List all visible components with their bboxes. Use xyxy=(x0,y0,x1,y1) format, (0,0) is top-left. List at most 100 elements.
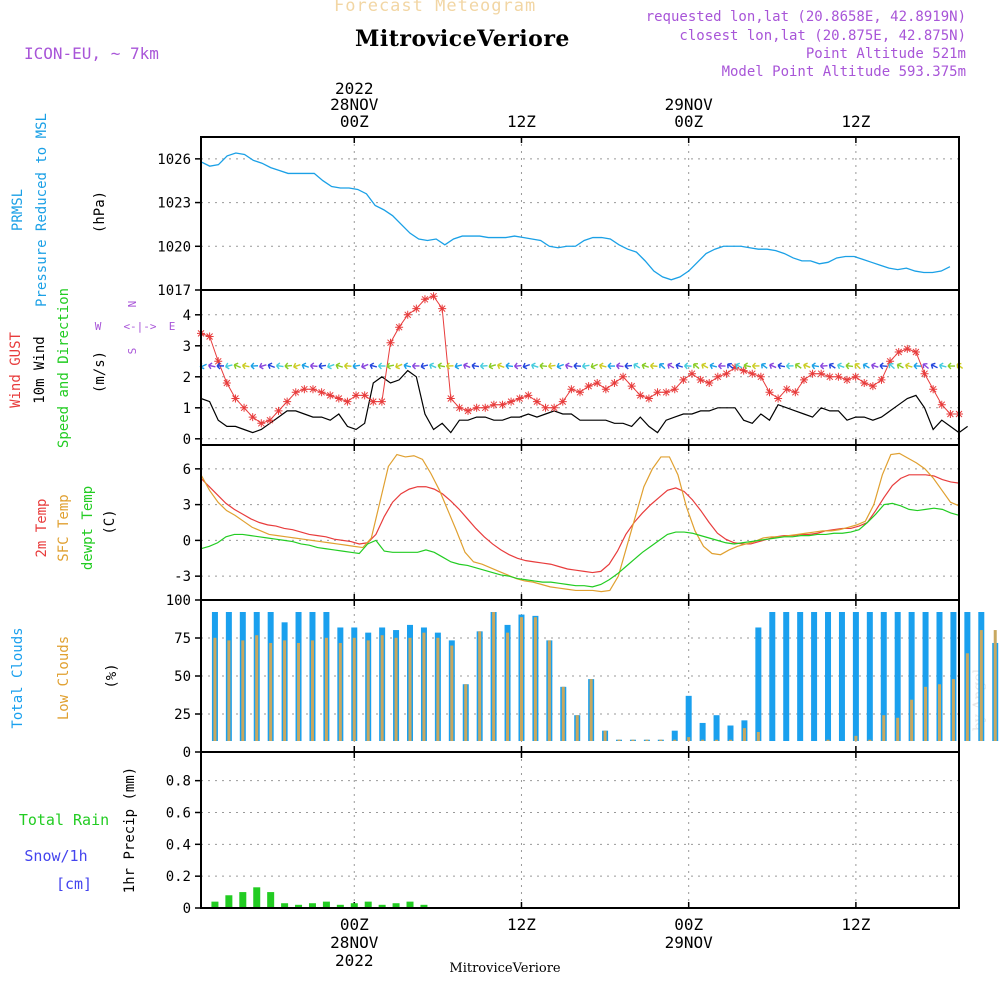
wind-direction-arrow xyxy=(905,362,913,370)
y-tick-label: 0 xyxy=(183,901,191,917)
wind-direction-arrow xyxy=(659,363,666,370)
gust-marker xyxy=(550,403,559,412)
arrow-shape xyxy=(318,362,327,370)
wind-direction-arrow xyxy=(675,362,684,370)
y-tick-label: 3 xyxy=(183,339,191,355)
gust-marker xyxy=(231,394,240,403)
gust-marker xyxy=(240,403,249,412)
arrow-shape xyxy=(828,362,836,369)
low-cloud-bar xyxy=(533,617,537,741)
bottom-year-label: 2022 xyxy=(335,951,374,970)
low-cloud-bar xyxy=(450,645,454,741)
arrow-shape xyxy=(854,363,861,370)
model-point-altitude: Model Point Altitude 593.375m xyxy=(721,64,966,80)
total-cloud-bar xyxy=(797,612,804,741)
arrow-shape xyxy=(709,362,718,370)
wind-side-label: 10m Wind xyxy=(32,336,48,403)
rain-bar xyxy=(308,903,316,908)
arrow-shape xyxy=(301,362,310,370)
arrow-shape xyxy=(377,362,386,370)
wind-direction-arrow xyxy=(649,362,658,370)
model-label: ICON-EU, ~ 7km xyxy=(24,44,159,63)
rain-side-label: Total Rain xyxy=(19,811,109,829)
gust-marker xyxy=(834,372,843,381)
low-cloud-bar xyxy=(283,640,287,741)
gust-marker xyxy=(334,394,343,403)
wind-direction-arrow xyxy=(547,362,556,370)
total-cloud-bar xyxy=(671,730,678,741)
gust-marker xyxy=(532,397,541,406)
compass-south: S xyxy=(126,348,139,355)
total-cloud-bar xyxy=(950,612,957,741)
wind-direction-arrow xyxy=(683,362,692,370)
arrow-shape xyxy=(386,362,395,370)
wind-direction-arrow xyxy=(709,362,718,370)
temp-ylabel: (C) xyxy=(102,509,118,534)
gust-marker xyxy=(653,388,662,397)
arrow-shape xyxy=(667,362,675,369)
y-tick-label: 50 xyxy=(174,669,191,685)
gust-marker xyxy=(705,379,714,387)
gust-marker xyxy=(205,332,214,341)
wind-direction-arrow xyxy=(590,362,598,370)
low-cloud-bar xyxy=(464,684,468,741)
rain-bar xyxy=(364,901,372,908)
low-cloud-bar xyxy=(924,686,928,741)
arrow-shape xyxy=(641,362,650,370)
direction-side-label: Speed and Direction xyxy=(56,288,72,448)
gust-marker xyxy=(308,385,317,394)
gust-marker xyxy=(360,391,369,400)
wind-direction-arrow xyxy=(888,363,895,370)
arrow-shape xyxy=(938,362,947,370)
low-cloud-bar xyxy=(910,699,914,741)
arrow-shape xyxy=(437,362,446,370)
arrow-shape xyxy=(513,362,522,370)
wind-direction-arrow xyxy=(726,362,734,370)
gust-marker xyxy=(377,397,386,406)
top-day-label: 29NOV xyxy=(665,95,714,114)
arrow-shape xyxy=(445,362,454,370)
gust-marker xyxy=(395,323,404,332)
y-tick-label: 0.8 xyxy=(166,774,191,790)
bottom-hour-label: 00Z xyxy=(674,915,703,934)
gust-marker xyxy=(214,357,223,366)
clouds-ylabel: (%) xyxy=(104,663,120,688)
gust-side-label: Wind GUST xyxy=(8,332,24,408)
gust-marker xyxy=(489,400,498,409)
low-cloud-bar xyxy=(896,717,900,741)
wind-direction-arrow xyxy=(871,362,879,370)
wind-direction-arrow xyxy=(259,362,267,370)
wind-ylabel: (m/s) xyxy=(92,351,108,393)
arrow-shape xyxy=(752,362,760,370)
low-cloud-bar xyxy=(324,637,328,741)
gust-marker xyxy=(946,410,955,418)
gust-marker xyxy=(464,406,473,415)
gust-marker xyxy=(619,372,628,381)
wind-direction-arrow xyxy=(752,362,760,370)
gust-marker xyxy=(636,391,645,400)
arrow-shape xyxy=(565,362,573,370)
arrow-shape xyxy=(896,362,904,369)
gust-marker xyxy=(265,416,274,425)
y-tick-label: 4 xyxy=(183,308,191,324)
wind-direction-arrow xyxy=(735,362,743,369)
gust-marker xyxy=(291,388,300,397)
gust-marker xyxy=(567,385,576,394)
top-hour-label: 12Z xyxy=(507,112,536,131)
gust-marker xyxy=(610,379,619,387)
y-tick-label: 0 xyxy=(183,745,191,761)
rain-bar xyxy=(253,887,261,908)
gust-marker xyxy=(601,385,610,394)
wind-direction-arrow xyxy=(879,362,888,370)
gust-marker xyxy=(911,348,920,356)
y-tick-label: 100 xyxy=(166,593,191,609)
wind-direction-arrow xyxy=(794,362,802,369)
arrow-shape xyxy=(649,362,658,370)
gust-marker xyxy=(662,388,671,397)
low-cloud-bar xyxy=(993,630,997,741)
gust-marker xyxy=(739,366,748,375)
pressure-side-label-2: Pressure Reduced to MSL xyxy=(34,113,50,307)
arrow-shape xyxy=(930,362,938,369)
total-cloud-bar xyxy=(852,612,859,741)
wind-direction-arrow xyxy=(250,362,259,370)
